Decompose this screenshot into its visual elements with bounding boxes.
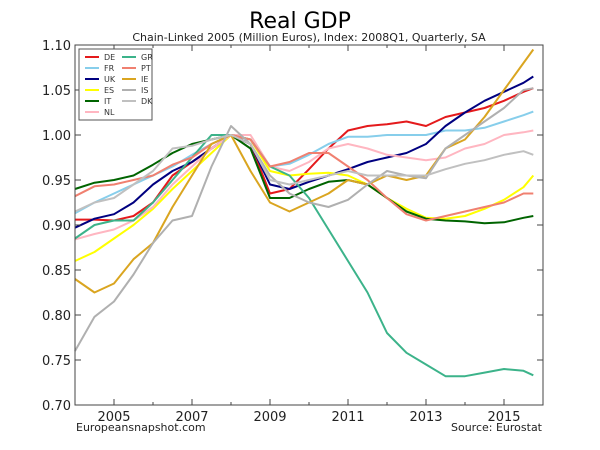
series-line-gr [74,134,534,378]
series-line-it [74,134,534,225]
series-line-es [74,134,535,262]
x-axis: 2005 2007 2009 2011 2013 2015 [74,45,544,425]
y-tick-label: 0.95 [42,174,71,189]
legend-label: NL [104,108,115,117]
plot-lines [74,48,535,378]
y-tick-label: 0.70 [42,399,71,414]
x-tick-label: 2007 [175,410,208,425]
y-tick-label: 1.00 [42,129,71,144]
legend-item-pt: PT [122,64,151,73]
series-line-uk [74,75,534,229]
y-tick-label: 1.10 [42,39,71,54]
legend-label: DK [141,97,153,106]
legend-item-it: IT [85,97,111,106]
legend-item-ie: IE [122,75,148,84]
legend-item-dk: DK [122,97,153,106]
series-line-fr [74,110,534,215]
chart-title: Real GDP [249,9,351,34]
legend-item-de: DE [85,53,115,62]
x-tick-label: 2005 [97,410,130,425]
legend-item-fr: FR [85,64,115,73]
footer-left: Europeansnapshot.com [76,421,206,434]
x-tick-label: 2009 [253,410,286,425]
x-tick-label: 2011 [331,410,364,425]
legend-item-es: ES [85,86,114,95]
legend-label: ES [104,86,114,95]
legend-item-uk: UK [85,75,116,84]
y-tick-label: 1.05 [42,84,71,99]
legend-label: PT [141,64,151,73]
legend-label: IE [141,75,148,84]
legend-item-is: IS [122,86,148,95]
y-tick-label: 0.75 [42,354,71,369]
x-tick-label: 2013 [409,410,442,425]
legend-item-nl: NL [85,108,115,117]
legend-label: IS [141,86,148,95]
legend-label: UK [104,75,116,84]
series-line-is [74,87,534,352]
legend-item-gr: GR [122,53,153,62]
series-line-pt [74,134,534,222]
legend-label: DE [104,53,115,62]
legend-label: GR [141,53,153,62]
chart-subtitle: Chain-Linked 2005 (Million Euros), Index… [132,31,486,44]
x-tick-label: 2015 [487,410,520,425]
y-tick-label: 0.85 [42,264,71,279]
y-tick-label: 0.80 [42,309,71,324]
series-line-nl [74,129,534,241]
legend-box [78,48,153,121]
legend-label: FR [104,64,115,73]
y-axis: 0.70 0.75 0.80 0.85 0.90 0.95 1.00 1.05 1.10 [42,39,543,414]
footer-right: Source: Eurostat [451,421,543,434]
legend-label: IT [104,97,111,106]
y-tick-label: 0.90 [42,219,71,234]
legend: DE FR UK ES IT NL GR PT IE IS DK [78,48,153,121]
series-line-dk [74,134,534,213]
